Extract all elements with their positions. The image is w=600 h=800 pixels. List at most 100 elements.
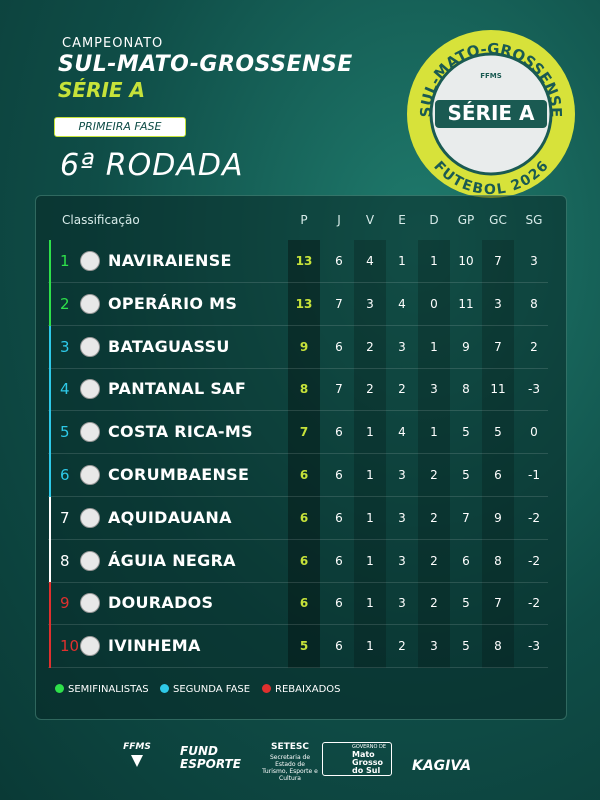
points: 9 <box>299 339 309 354</box>
column-shade <box>482 240 514 668</box>
stat: 2 <box>430 468 438 482</box>
team-logo <box>80 465 100 485</box>
team-logo <box>80 379 100 400</box>
position: 9 <box>60 594 70 613</box>
stat: 3 <box>398 510 406 525</box>
setesc-sub: Secretaria de Estado de Turismo, Esporte… <box>262 754 318 782</box>
points: 8 <box>299 382 309 397</box>
stat: 11 <box>458 296 474 311</box>
table-panel <box>35 195 567 720</box>
pretitle: CAMPEONATO <box>62 36 164 51</box>
team-logo <box>80 293 100 314</box>
stat: 6 <box>335 254 343 268</box>
stat: -3 <box>528 639 540 654</box>
ffms-logo: FFMS <box>123 742 151 752</box>
column-header: J <box>337 213 341 227</box>
stat: 1 <box>430 425 438 440</box>
table-row: 2 OPERÁRIO MS 13 7 3 4 0 11 3 8 <box>48 282 548 326</box>
stat: 3 <box>398 339 406 354</box>
stat: 0 <box>530 425 538 440</box>
stat: 3 <box>398 553 406 568</box>
team-logo <box>80 507 100 528</box>
team-name: PANTANAL SAF <box>108 379 247 399</box>
zone-bar <box>49 282 51 326</box>
ffms-icon <box>131 755 143 767</box>
stat: 7 <box>494 254 502 268</box>
position: 1 <box>60 252 70 270</box>
stat: 7 <box>494 596 502 611</box>
column-shade <box>418 240 450 668</box>
team-logo <box>80 550 100 571</box>
column-header: Classificação <box>62 213 140 227</box>
team-name: COSTA RICA-MS <box>108 422 253 442</box>
table-row: 8 ÁGUIA NEGRA 6 6 1 3 2 6 8 -2 <box>48 539 548 583</box>
points: 6 <box>299 468 309 482</box>
stat: 1 <box>430 254 438 268</box>
team-name: DOURADOS <box>108 593 214 613</box>
stat: 9 <box>494 510 502 525</box>
column-shade <box>288 240 320 668</box>
points: 5 <box>299 639 309 654</box>
badge-banner <box>435 100 547 128</box>
team-logo <box>80 422 100 443</box>
team-name: CORUMBAENSE <box>108 465 250 484</box>
zone-bar <box>49 325 51 369</box>
stat: 2 <box>366 339 374 354</box>
stat: 2 <box>366 382 374 397</box>
stat: 1 <box>366 553 374 568</box>
position: 2 <box>60 294 70 313</box>
zone-bar <box>49 625 51 669</box>
gov-top: GOVERNO DE <box>352 744 387 750</box>
title: SUL-MATO-GROSSENSE <box>58 52 353 77</box>
legend-label: SEMIFINALISTAS <box>68 684 149 695</box>
stat: 5 <box>462 425 470 440</box>
stat: 2 <box>398 639 406 654</box>
phase-tag: PRIMEIRA FASE <box>54 117 186 137</box>
points: 6 <box>299 510 309 525</box>
kagiva-logo: KAGIVA <box>412 758 472 774</box>
zone-bar <box>49 582 51 626</box>
stat: 7 <box>494 339 502 354</box>
column-header: GC <box>489 213 507 227</box>
position: 10 <box>60 637 80 656</box>
stat: 2 <box>430 510 438 525</box>
gov-name: Mato Grosso do Sul <box>352 750 384 775</box>
zone-bar <box>49 539 51 583</box>
legend-item: SEMIFINALISTAS <box>55 684 149 695</box>
stat: 1 <box>366 425 374 440</box>
position: 3 <box>60 337 70 356</box>
table-row: 10 IVINHEMA 5 6 1 2 3 5 8 -3 <box>48 625 548 669</box>
team-name: BATAGUASSU <box>108 336 230 356</box>
table-row: 9 DOURADOS 6 6 1 3 2 5 7 -2 <box>48 582 548 626</box>
stat: 3 <box>430 639 438 654</box>
stat: 3 <box>366 296 374 311</box>
stat: 5 <box>462 596 470 611</box>
stat: 3 <box>530 254 538 268</box>
team-logo <box>80 251 100 271</box>
team-name: OPERÁRIO MS <box>108 293 238 313</box>
column-header: V <box>365 213 375 227</box>
stat: 5 <box>462 639 470 654</box>
stat: -1 <box>528 468 540 482</box>
stat: 2 <box>430 553 438 568</box>
stat: 1 <box>366 468 374 482</box>
stat: 6 <box>335 639 343 654</box>
round: 6ª RODADA <box>60 148 244 183</box>
gov-box <box>322 742 392 776</box>
position: 5 <box>60 423 70 442</box>
column-shade <box>354 240 386 668</box>
zone-bar <box>49 368 51 412</box>
stat: 6 <box>335 339 343 354</box>
stat: 8 <box>462 382 470 397</box>
setesc-logo: SETESC <box>270 742 309 752</box>
legend-dot <box>262 684 271 693</box>
stat: 7 <box>335 382 343 397</box>
stat: 7 <box>335 296 343 311</box>
stat: 2 <box>530 339 538 354</box>
stat: 8 <box>530 296 538 311</box>
subtitle: SÉRIE A <box>58 78 146 102</box>
table-row: 6 CORUMBAENSE 6 6 1 3 2 5 6 -1 <box>48 454 548 497</box>
stat: 4 <box>366 254 374 268</box>
table-row: 1 NAVIRAIENSE 13 6 4 1 1 10 7 3 <box>48 240 548 283</box>
